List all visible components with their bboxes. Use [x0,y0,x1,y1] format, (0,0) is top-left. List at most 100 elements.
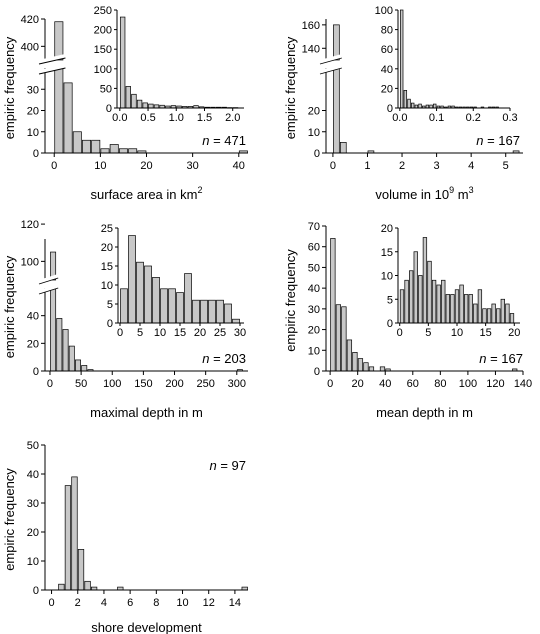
histogram-bar [109,144,119,154]
inset-x-tick-label: 15 [174,327,186,339]
histogram-bar [71,476,78,591]
axis-break-gap [38,54,66,64]
y-tick-label: 30 [308,304,320,316]
y-tick-label: 30 [27,84,39,96]
inset-bar [422,237,428,324]
y-axis-label: empiric frequency [2,36,17,139]
inset-x-tick-label: 10 [154,327,166,339]
inset-x-tick-label: 5 [425,327,431,339]
inset-x-tick-label: 0.1 [429,112,444,124]
x-tick-label: 250 [196,378,214,390]
inset-bar [413,251,418,324]
inset-bar [136,261,144,324]
x-tick-label: 5 [503,160,509,172]
inset-bar [464,294,469,324]
y-upper-tick-label: 100 [21,256,39,268]
x-tick-label: 1 [364,160,370,172]
y-upper-tick-label: 160 [302,20,320,32]
inset-bar [152,277,160,324]
x-tick-label: 3 [434,160,440,172]
inset-bar [431,279,437,324]
inset-histogram: 0 5 10 15 20 25 0 5 10 15 20 25 30 [82,220,250,339]
inset-x-tick-label: 20 [508,327,520,339]
inset-bar [200,299,208,324]
inset-bar [427,260,432,324]
axis-break-gap [319,64,343,74]
histogram-bar [64,485,72,591]
histogram-bar-upper [333,24,340,61]
inset-y-tick-label: 40 [381,64,393,76]
inset-y-tick-label: 0 [107,318,113,330]
histogram-bar [75,359,81,372]
inset-y-tick-label: 60 [381,44,393,56]
histogram-bar [62,329,69,372]
inset-bar [459,284,464,324]
y-axis-label: empiric frequency [283,249,298,352]
y-axis-label: empiric frequency [2,468,17,571]
x-tick-label: 150 [134,378,152,390]
x-tick-label: 100 [103,378,121,390]
inset-bar [224,303,232,324]
inset-background [81,2,250,124]
x-axis-label: mean depth in m [376,405,473,420]
histogram-bar [363,362,369,372]
histogram-bar [91,139,101,154]
y-tick-label: 10 [308,127,320,139]
x-tick-label: 12 [203,597,215,609]
x-tick-label: 10 [176,597,188,609]
inset-x-tick-label: 30 [234,327,246,339]
inset-bar [216,299,224,324]
x-tick-label: 14 [229,597,241,609]
x-tick-label: 30 [187,160,199,172]
inset-x-tick-label: 25 [214,327,226,339]
inset-y-tick-label: 200 [94,25,112,37]
inset-bar [486,308,492,324]
y-tick-label: 20 [308,325,320,337]
histogram-bar [72,131,82,154]
x-tick-label: 100 [459,378,477,390]
x-tick-label: 10 [94,160,106,172]
y-tick-label: 50 [308,262,320,274]
histogram-panel-1: 0 10 20 30 400 420 0 10 20 30 40 empiric frequency s… [2,2,250,202]
inset-x-tick-label: 2.0 [225,112,240,124]
histogram-bar [82,139,91,154]
y-axis-label: empiric frequency [2,255,17,358]
inset-bar [404,279,409,324]
y-tick-label: 30 [27,498,39,510]
inset-bar [450,294,455,324]
x-tick-label: 0 [330,160,336,172]
x-tick-label: 0 [51,160,57,172]
inset-bar [500,298,505,324]
inset-bar [136,99,143,109]
x-tick-label: 20 [140,160,152,172]
y-tick-label: 20 [27,338,39,350]
axis-break-mark [38,287,59,295]
sample-size-label: n = 97 [209,458,246,473]
histogram-bar [341,306,347,372]
histogram-bar [333,67,340,154]
inset-y-tick-label: 0 [387,318,393,330]
inset-bar [120,288,128,324]
inset-background [362,2,516,124]
x-tick-label: 0 [327,378,333,390]
x-tick-label: 120 [486,378,504,390]
histogram-bar [352,352,358,372]
histogram-bar [50,287,57,372]
histogram-bar [100,148,110,154]
x-tick-label: 8 [153,597,159,609]
y-upper-tick-label: 420 [21,14,39,26]
inset-x-tick-label: 0.3 [502,112,517,124]
y-tick-label: 10 [308,345,320,357]
inset-bar [409,270,414,324]
inset-bar [128,235,136,324]
inset-bar [436,284,441,324]
inset-y-tick-label: 0 [106,103,112,115]
x-tick-label: 40 [233,160,245,172]
inset-bar [403,90,408,109]
y-tick-label: 40 [27,469,39,481]
y-tick-label: 70 [308,221,320,233]
x-axis-label: volume in 109 m3 [375,185,473,202]
inset-bar [176,292,184,324]
